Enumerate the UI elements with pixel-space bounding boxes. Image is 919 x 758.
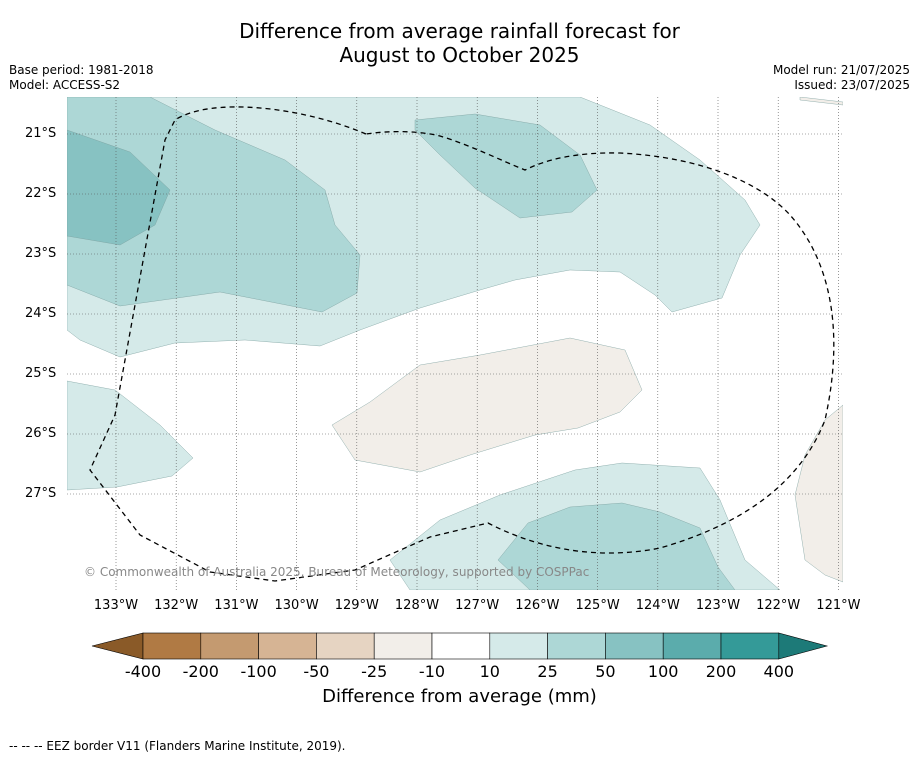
base-period: Base period: 1981-2018 <box>9 63 154 77</box>
longitude-label: 124°W <box>635 598 680 613</box>
drier-region-ne <box>799 97 843 106</box>
colorbar-tick-label: 50 <box>595 662 616 681</box>
wetter-region-10-25-west <box>67 380 194 491</box>
meta-right: Model run: 21/07/2025 Issued: 23/07/2025 <box>773 63 910 93</box>
colorbar-segment <box>142 632 202 660</box>
latitude-label: 26°S <box>25 426 57 441</box>
colorbar-tick-label: 100 <box>647 662 679 681</box>
colorbar-tick-label: -25 <box>361 662 388 681</box>
eez-border <box>89 106 835 582</box>
latitude-label: 22°S <box>25 186 57 201</box>
colorbar-segment <box>200 632 259 660</box>
longitude-label: 125°W <box>575 598 620 613</box>
longitude-label: 127°W <box>455 598 500 613</box>
latitude-label: 21°S <box>25 126 57 141</box>
longitude-label: 130°W <box>274 598 319 613</box>
colorbar-extend-high <box>778 632 829 660</box>
eez-footer-note: -- -- -- EEZ border V11 (Flanders Marine… <box>9 739 346 753</box>
colorbar-segment <box>662 632 722 660</box>
latitude-label: 25°S <box>25 366 57 381</box>
drier-region-10-25 <box>331 337 643 473</box>
colorbar-segment <box>605 632 664 660</box>
wetter-region-25-50-south <box>497 502 736 590</box>
colorbar-tick-label: 200 <box>705 662 737 681</box>
graticule <box>67 97 843 590</box>
colorbar-segment <box>316 632 375 660</box>
issued-date: Issued: 23/07/2025 <box>794 78 910 92</box>
colorbar-tick-label: 25 <box>537 662 558 681</box>
longitude-label: 129°W <box>334 598 379 613</box>
colorbar-segment <box>489 632 548 660</box>
longitude-label: 133°W <box>93 598 139 613</box>
colorbar-tick-label: -200 <box>182 662 219 681</box>
colorbar-tick-label: -400 <box>124 662 162 681</box>
colorbar-tick-label: 400 <box>763 662 795 681</box>
longitude-label: 128°W <box>394 598 440 613</box>
longitude-label: 122°W <box>756 598 801 613</box>
wetter-region-50-100 <box>67 129 171 246</box>
longitude-label: 126°W <box>515 598 560 613</box>
meta-left: Base period: 1981-2018 Model: ACCESS-S2 <box>9 63 154 93</box>
longitude-label: 121°W <box>816 598 861 613</box>
chart-title-line2: August to October 2025 <box>339 43 580 67</box>
colorbar-segment <box>373 632 433 660</box>
colorbar-segment <box>720 632 780 660</box>
rainfall-map <box>67 97 843 590</box>
longitude-label: 131°W <box>214 598 259 613</box>
latitude-label: 27°S <box>25 486 57 501</box>
colorbar-segment <box>547 632 606 660</box>
colorbar-extend-low <box>91 632 144 660</box>
latitude-label: 23°S <box>25 246 57 261</box>
chart-title-line1: Difference from average rainfall forecas… <box>239 19 680 43</box>
colorbar-segment <box>258 632 317 660</box>
latitude-label: 24°S <box>25 306 57 321</box>
colorbar-tick-label: -10 <box>418 662 446 681</box>
model-run: Model run: 21/07/2025 <box>772 63 910 77</box>
wetter-region-25-50-north <box>414 113 598 219</box>
colorbar-label: Difference from average (mm) <box>322 686 597 707</box>
wetter-region-25-50 <box>67 97 361 313</box>
colorbar-segment <box>431 632 491 660</box>
colorbar <box>91 632 829 660</box>
longitude-label: 123°W <box>695 598 741 613</box>
colorbar-tick-label: 10 <box>479 662 500 681</box>
model-name: Model: ACCESS-S2 <box>9 78 121 92</box>
colorbar-tick-label: -100 <box>240 662 277 681</box>
copyright-notice: © Commonwealth of Australia 2025, Bureau… <box>84 565 590 579</box>
drier-region-east <box>794 404 843 583</box>
colorbar-tick-label: -50 <box>303 662 330 681</box>
longitude-label: 132°W <box>154 598 199 613</box>
